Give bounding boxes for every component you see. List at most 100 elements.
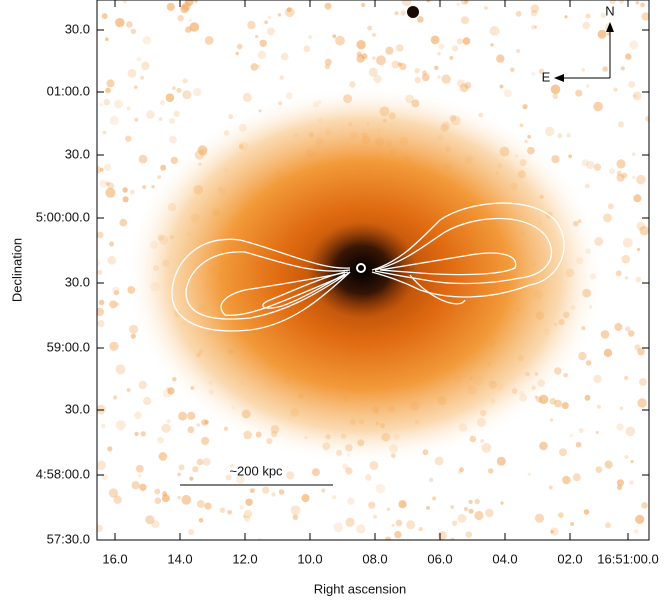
speckle xyxy=(345,517,355,527)
speckle xyxy=(400,10,406,16)
speckle xyxy=(259,39,267,47)
speckle xyxy=(290,505,301,515)
speckle xyxy=(438,531,447,540)
speckle xyxy=(585,360,592,366)
speckle xyxy=(395,519,403,527)
speckle xyxy=(227,510,232,515)
speckle xyxy=(356,54,365,63)
speckle xyxy=(616,484,623,491)
speckle xyxy=(112,286,120,294)
speckle xyxy=(236,475,245,484)
speckle xyxy=(97,460,106,471)
speckle xyxy=(621,172,628,179)
speckle xyxy=(250,63,259,71)
speckle xyxy=(452,45,459,52)
speckle xyxy=(602,66,608,72)
speckle xyxy=(549,418,554,422)
speckle xyxy=(607,203,614,210)
speckle xyxy=(159,100,166,106)
speckle xyxy=(126,21,133,28)
y-tick-label: 01:00.0 xyxy=(47,83,90,98)
speckle xyxy=(629,480,634,485)
speckle xyxy=(196,500,205,508)
speckle xyxy=(421,73,430,82)
speckle xyxy=(109,300,118,309)
speckle xyxy=(530,10,538,17)
speckle xyxy=(146,110,155,119)
speckle xyxy=(464,507,468,511)
speckle xyxy=(242,92,252,102)
contour xyxy=(262,271,346,309)
speckle xyxy=(141,61,150,71)
speckle xyxy=(182,78,188,84)
speckle xyxy=(142,185,147,189)
speckle xyxy=(464,81,472,89)
speckle xyxy=(99,167,104,172)
speckle xyxy=(603,213,612,223)
speckle xyxy=(456,79,465,88)
speckle xyxy=(391,523,395,528)
speckle xyxy=(531,71,536,76)
speckle xyxy=(122,0,127,4)
speckle xyxy=(422,70,427,76)
speckle xyxy=(180,4,189,13)
speckle xyxy=(569,433,574,438)
speckle xyxy=(618,0,624,4)
speckle xyxy=(426,0,431,3)
speckle xyxy=(347,497,355,506)
speckle xyxy=(635,514,645,525)
speckle xyxy=(637,398,647,408)
speckle xyxy=(202,457,211,466)
speckle xyxy=(584,183,590,189)
speckle xyxy=(333,522,344,533)
speckle xyxy=(126,388,131,392)
speckle xyxy=(401,0,412,7)
speckle xyxy=(449,55,454,60)
speckle xyxy=(441,74,451,84)
speckle xyxy=(198,518,204,523)
speckle xyxy=(519,123,524,128)
speckle xyxy=(635,276,642,283)
speckle xyxy=(107,182,115,190)
speckle xyxy=(106,79,115,88)
speckle xyxy=(372,56,376,60)
contour xyxy=(409,274,466,305)
speckle xyxy=(385,536,392,540)
speckle xyxy=(114,99,123,109)
speckle xyxy=(321,488,326,493)
speckle xyxy=(641,12,649,21)
speckle xyxy=(97,260,101,267)
speckle xyxy=(522,104,528,110)
contour xyxy=(220,271,349,316)
speckle xyxy=(204,36,214,45)
speckle xyxy=(113,395,118,400)
speckle xyxy=(373,514,378,519)
speckle xyxy=(614,323,623,331)
speckle xyxy=(332,34,337,39)
speckle xyxy=(386,507,391,512)
north-label: N xyxy=(605,3,614,18)
speckle xyxy=(510,67,515,73)
speckle xyxy=(130,333,136,339)
speckle xyxy=(130,189,135,195)
speckle xyxy=(603,348,613,357)
speckle xyxy=(192,466,199,473)
speckle xyxy=(629,40,639,50)
speckle xyxy=(193,87,202,97)
x-tick-label: 06.0 xyxy=(427,551,452,566)
speckle xyxy=(308,35,313,40)
x-tick-label: 08.0 xyxy=(362,551,387,566)
speckle xyxy=(176,87,182,93)
speckle xyxy=(119,218,128,227)
speckle xyxy=(284,7,295,18)
contour xyxy=(371,202,565,298)
speckle xyxy=(557,133,563,139)
speckle xyxy=(634,344,641,351)
speckle xyxy=(575,89,583,97)
speckle xyxy=(219,507,226,513)
speckle xyxy=(597,29,607,39)
speckle xyxy=(559,448,567,457)
speckle xyxy=(158,452,168,461)
y-tick-label: 4:58:00.0 xyxy=(36,466,90,481)
speckle xyxy=(568,154,572,159)
